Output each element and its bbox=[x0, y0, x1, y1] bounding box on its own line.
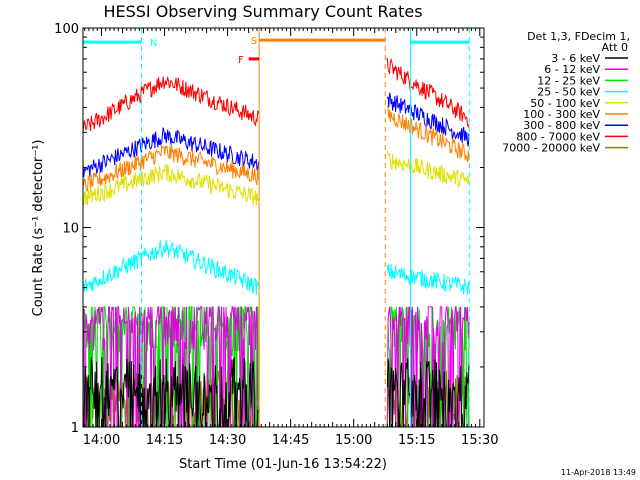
series-trace bbox=[386, 57, 470, 129]
series-trace bbox=[82, 127, 259, 178]
legend-label: 300 - 800 keV bbox=[523, 119, 600, 132]
legend-label: 800 - 7000 keV bbox=[516, 130, 600, 143]
x-tick-label: 14:45 bbox=[272, 433, 309, 448]
legend-header-line-2: Att 0 bbox=[602, 41, 628, 54]
y-axis-label: Count Rate (s⁻¹ detector⁻¹) bbox=[31, 140, 46, 317]
legend-label: 50 - 100 keV bbox=[530, 97, 600, 110]
y-tick-label: 100 bbox=[54, 22, 79, 37]
flag-label-s: S bbox=[251, 36, 257, 47]
legend-label: 12 - 25 keV bbox=[537, 74, 600, 87]
series-trace bbox=[386, 92, 470, 147]
series-trace bbox=[82, 164, 259, 207]
x-tick-label: 14:30 bbox=[209, 433, 246, 448]
x-tick-label: 15:00 bbox=[335, 433, 372, 448]
series-trace bbox=[82, 75, 259, 133]
legend-label: 25 - 50 keV bbox=[537, 86, 600, 99]
legend-label: 100 - 300 keV bbox=[523, 108, 600, 121]
x-axis-label: Start Time (01-Jun-16 13:54:22) bbox=[179, 457, 387, 472]
series-50-100kev-line bbox=[82, 150, 470, 207]
y-tick-label: 1 bbox=[71, 421, 79, 436]
series-800-7000kev-line bbox=[82, 57, 470, 133]
chart-title: HESSI Observing Summary Count Rates bbox=[103, 2, 422, 21]
legend-label: 3 - 6 keV bbox=[551, 52, 600, 65]
series-trace bbox=[82, 144, 259, 192]
series-trace bbox=[82, 239, 259, 296]
series-25-50kev-line bbox=[82, 239, 470, 296]
x-tick-label: 15:30 bbox=[461, 433, 498, 448]
flag-label-f: F bbox=[238, 55, 244, 66]
y-tick-label: 10 bbox=[62, 222, 79, 237]
series-trace bbox=[386, 306, 470, 428]
series-trace bbox=[82, 305, 259, 428]
series-300-800kev-line bbox=[82, 92, 470, 178]
axes: 14:00 14:15 14:30 14:45 15:00 15:15 15:30 1 10 10… bbox=[54, 22, 498, 448]
series-trace bbox=[386, 105, 470, 163]
legend-label: 7000 - 20000 keV bbox=[502, 142, 600, 155]
x-tick-label: 14:15 bbox=[146, 433, 183, 448]
series-trace bbox=[83, 357, 259, 428]
footer-date: 11-Apr-2018 13:49 bbox=[561, 468, 636, 477]
series-trace bbox=[386, 263, 470, 295]
series-trace bbox=[386, 150, 470, 188]
x-tick-label: 14:00 bbox=[83, 433, 120, 448]
x-tick-label: 15:15 bbox=[398, 433, 435, 448]
series-100-300kev-line bbox=[82, 105, 470, 192]
legend-header-line-1: Det 1,3, FDecim 1, bbox=[527, 30, 630, 43]
flag-label-n: N bbox=[150, 38, 157, 49]
legend-label: 6 - 12 keV bbox=[544, 63, 600, 76]
